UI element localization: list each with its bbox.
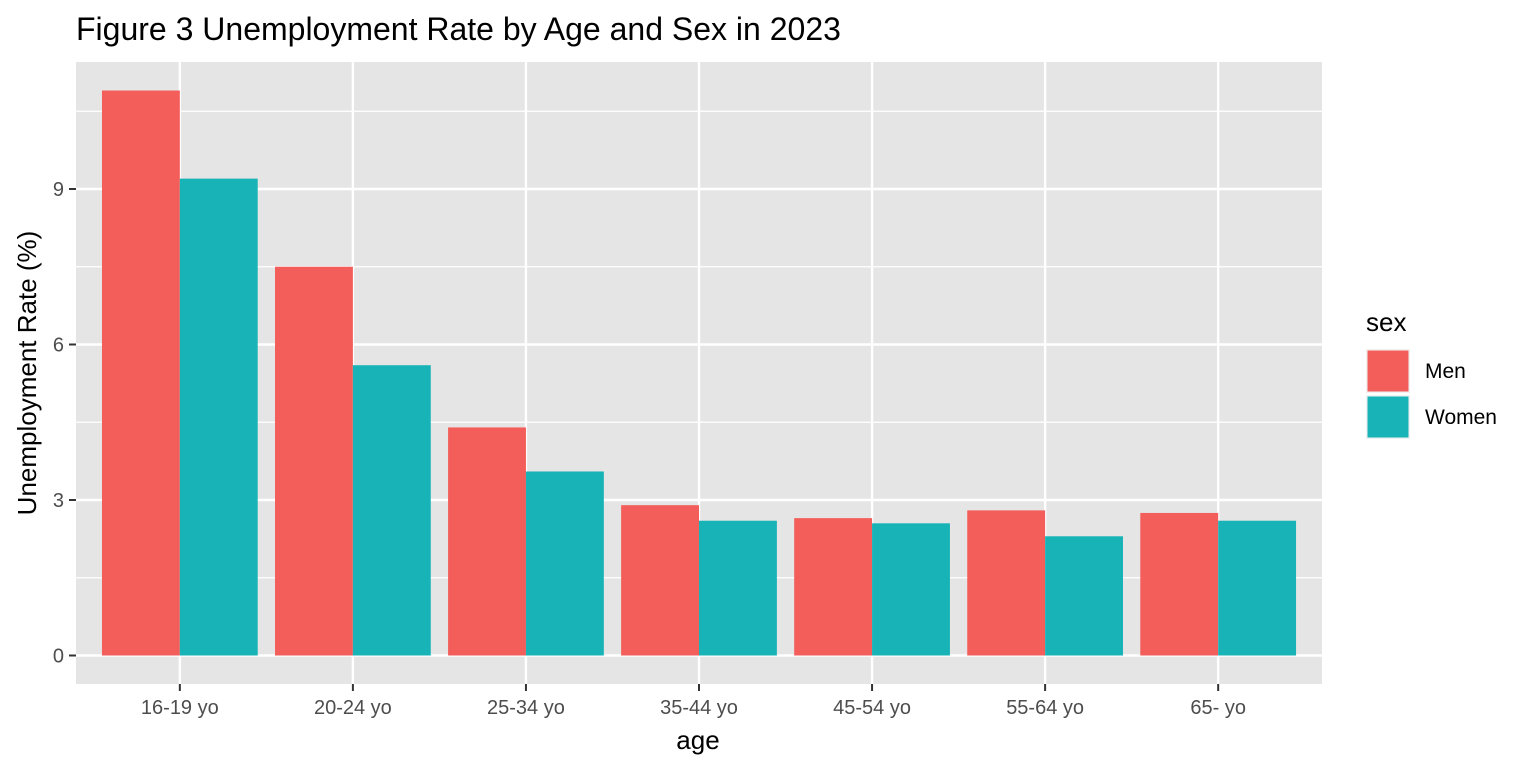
legend-key-men xyxy=(1367,350,1409,392)
legend-title: sex xyxy=(1366,307,1406,337)
bar xyxy=(448,427,526,656)
y-axis: 0 3 6 9 xyxy=(53,179,76,667)
y-tick-label: 6 xyxy=(53,334,64,356)
bar xyxy=(275,266,353,656)
x-tick-label: 45-54 yo xyxy=(833,697,911,719)
x-tick-label: 35-44 yo xyxy=(660,697,738,719)
legend-label: Men xyxy=(1425,360,1466,383)
legend: sex Men Women xyxy=(1366,307,1497,439)
bar xyxy=(1218,520,1297,656)
bar xyxy=(699,520,777,656)
bar xyxy=(179,178,258,656)
legend-key-women xyxy=(1367,396,1409,438)
bar xyxy=(1045,536,1123,656)
bar xyxy=(621,505,699,656)
legend-label: Women xyxy=(1425,406,1497,429)
y-tick-label: 0 xyxy=(53,645,64,667)
x-tick-label: 25-34 yo xyxy=(487,697,565,719)
y-tick-label: 3 xyxy=(53,490,64,512)
bars xyxy=(101,90,1297,656)
x-tick-label: 20-24 yo xyxy=(314,697,392,719)
bar xyxy=(1140,512,1219,656)
y-tick-label: 9 xyxy=(53,179,64,201)
x-tick-label: 16-19 yo xyxy=(141,697,219,719)
x-axis: 16-19 yo 20-24 yo 25-34 yo 35-44 yo 45-54 yo… xyxy=(141,684,1246,719)
bar xyxy=(525,471,604,656)
chart-title: Figure 3 Unemployment Rate by Age and Se… xyxy=(76,11,841,47)
bar xyxy=(967,510,1046,656)
bar xyxy=(794,518,873,656)
bar xyxy=(872,523,950,656)
x-tick-label: 65- yo xyxy=(1190,697,1246,719)
bar xyxy=(352,365,431,656)
y-axis-title: Unemployment Rate (%) xyxy=(12,231,42,516)
bar xyxy=(101,90,180,656)
x-axis-title: age xyxy=(676,725,719,755)
x-tick-label: 55-64 yo xyxy=(1006,697,1084,719)
